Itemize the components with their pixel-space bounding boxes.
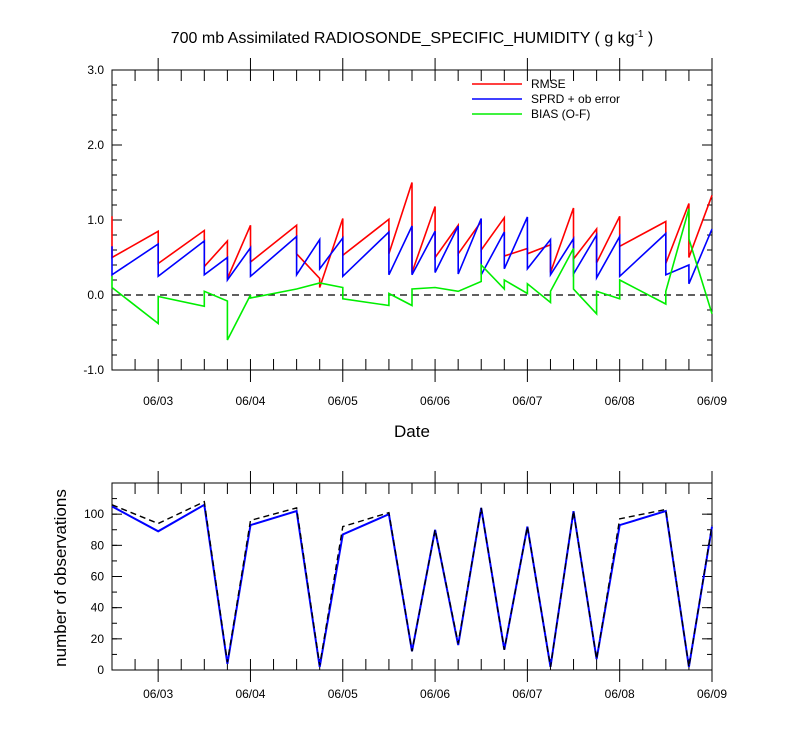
top-series-sprd-ob-error [111,216,713,285]
top-x-tick-label: 06/03 [143,394,173,408]
top-x-tick-label: 06/07 [512,394,542,408]
bottom-x-tick-label: 06/07 [512,687,542,701]
top-x-tick-label: 06/09 [697,394,727,408]
top-y-tick-label: 1.0 [87,213,104,227]
top-x-tick-label: 06/04 [235,394,265,408]
chart-title-superscript: -1 [635,29,644,40]
legend-label: RMSE [531,77,566,91]
bottom-x-tick-label: 06/03 [143,687,173,701]
top-x-tick-label: 06/08 [605,394,635,408]
top-series-bias-o-f [111,208,713,341]
bottom-y-tick-label: 20 [91,632,105,646]
bottom-y-tick-label: 60 [91,570,105,584]
bottom-x-tick-label: 06/09 [697,687,727,701]
bottom-y-axis-label: number of observations [51,489,70,667]
bottom-x-tick-label: 06/04 [235,687,265,701]
bottom-y-tick-label: 80 [91,538,105,552]
top-x-axis-label: Date [394,422,430,441]
legend-label: BIAS (O-F) [531,107,590,121]
bottom-y-tick-label: 40 [91,601,105,615]
top-x-tick-label: 06/06 [420,394,450,408]
bottom-y-tick-label: 0 [97,663,104,677]
bottom-x-tick-label: 06/06 [420,687,450,701]
top-x-tick-label: 06/05 [328,394,358,408]
bottom-y-tick-label: 100 [84,507,104,521]
top-y-tick-label: -1.0 [83,363,104,377]
bottom-frame [111,482,713,671]
bottom-series-possible [111,500,713,668]
bottom-x-tick-label: 06/05 [328,687,358,701]
top-plot: -1.0 0.0 1.0 2.0 3.0 06/03 06/04 06/05 06/06 06/0… [83,58,727,408]
top-y-tick-label: 2.0 [87,138,104,152]
bottom-x-tick-label: 06/08 [605,687,635,701]
top-y-tick-label: 0.0 [87,288,104,302]
chart-title-end: ) [643,30,653,47]
bottom-series-used [111,503,713,668]
top-y-tick-label: 3.0 [87,63,104,77]
bottom-plot: 0 20 40 60 80 100 06/03 06/04 06/05 06/06 06/07 06/… [84,471,727,701]
chart-title-main: 700 mb Assimilated RADIOSONDE_SPECIFIC_H… [171,30,635,47]
chart-title: 700 mb Assimilated RADIOSONDE_SPECIFIC_H… [171,29,654,47]
legend-label: SPRD + ob error [531,92,620,106]
